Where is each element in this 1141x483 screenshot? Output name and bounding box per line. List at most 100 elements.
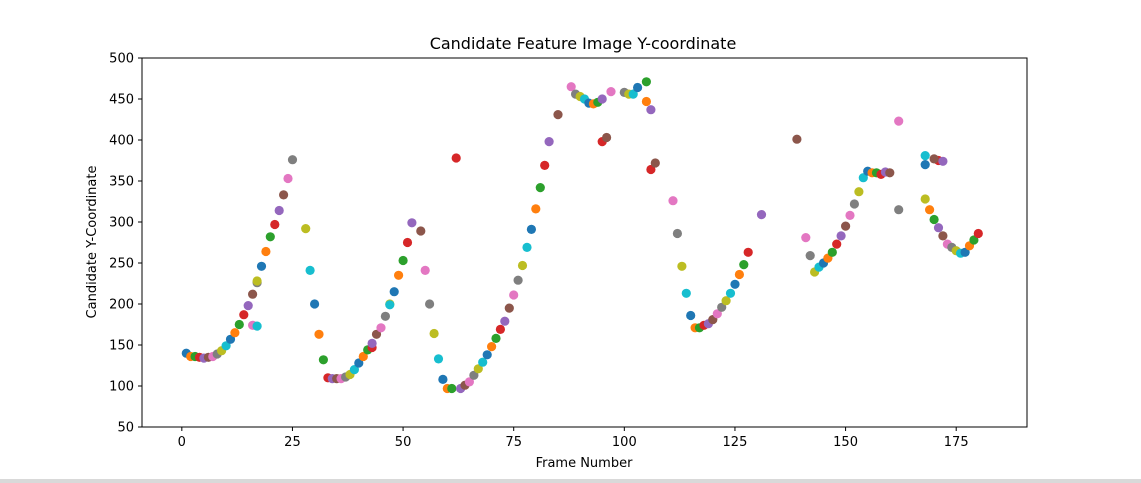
data-point xyxy=(792,134,802,144)
data-point xyxy=(261,246,271,257)
data-point xyxy=(491,333,501,343)
y-tick-label: 450 xyxy=(109,93,134,108)
data-point xyxy=(681,288,691,298)
data-point xyxy=(633,82,643,93)
data-point xyxy=(540,160,550,170)
data-point xyxy=(389,287,399,297)
y-tick-label: 500 xyxy=(109,52,134,67)
data-point xyxy=(478,357,488,367)
data-point xyxy=(225,334,236,344)
y-tick-label: 400 xyxy=(109,134,134,149)
data-point xyxy=(845,210,855,220)
data-point xyxy=(230,328,240,338)
data-point xyxy=(734,269,745,280)
data-point xyxy=(535,183,545,193)
data-point xyxy=(566,82,576,92)
y-tick-label: 100 xyxy=(109,380,134,395)
y-tick-label: 150 xyxy=(109,339,134,354)
data-point xyxy=(646,164,656,175)
data-point xyxy=(407,218,417,228)
data-point xyxy=(894,116,904,126)
data-point xyxy=(973,228,983,239)
data-point xyxy=(858,173,868,183)
data-point xyxy=(920,194,930,204)
data-point xyxy=(739,260,749,270)
data-point xyxy=(933,223,944,233)
data-point xyxy=(380,311,390,321)
data-point xyxy=(894,205,904,215)
data-point xyxy=(248,289,258,299)
x-tick-label: 75 xyxy=(505,435,522,450)
data-point xyxy=(398,255,408,266)
data-point xyxy=(553,110,563,120)
data-point xyxy=(854,187,864,197)
data-point xyxy=(969,235,979,245)
data-point xyxy=(513,275,523,285)
data-point xyxy=(287,155,298,165)
x-tick-label: 125 xyxy=(723,435,748,450)
data-point xyxy=(234,319,244,330)
y-tick-label: 300 xyxy=(109,216,134,231)
data-point xyxy=(938,231,948,241)
y-tick-label: 50 xyxy=(117,421,134,436)
data-point xyxy=(279,190,289,200)
data-point xyxy=(920,160,930,170)
data-point xyxy=(469,370,479,380)
x-tick-label: 25 xyxy=(284,435,301,450)
data-point xyxy=(531,204,541,214)
data-point xyxy=(517,260,528,271)
data-point xyxy=(256,261,267,271)
data-point xyxy=(849,199,860,209)
data-point xyxy=(925,205,935,215)
data-point xyxy=(487,342,497,352)
data-point xyxy=(885,168,895,178)
points-layer xyxy=(181,77,983,394)
plot-frame xyxy=(141,57,1028,428)
data-point xyxy=(265,232,275,242)
data-point xyxy=(929,154,939,164)
data-point xyxy=(929,214,939,225)
data-point xyxy=(668,196,678,206)
data-point xyxy=(677,261,687,271)
data-point xyxy=(358,351,368,362)
data-point xyxy=(801,233,811,243)
bottom-scrollbar xyxy=(0,479,1141,483)
data-point xyxy=(686,310,696,321)
data-point xyxy=(526,224,537,234)
data-point xyxy=(464,377,474,387)
data-point xyxy=(221,341,231,351)
data-point xyxy=(239,310,249,320)
data-point xyxy=(721,296,731,306)
data-point xyxy=(495,324,505,334)
data-point xyxy=(712,309,722,319)
y-tick-label: 350 xyxy=(109,175,134,190)
data-point xyxy=(433,354,444,364)
data-point xyxy=(420,265,430,275)
data-point xyxy=(641,77,652,87)
data-point xyxy=(938,156,948,166)
data-point xyxy=(310,299,320,309)
data-point xyxy=(301,224,311,234)
data-point xyxy=(544,137,554,147)
data-point xyxy=(367,338,377,348)
data-point xyxy=(376,323,386,333)
data-point xyxy=(371,329,382,339)
data-point xyxy=(438,374,448,384)
data-point xyxy=(473,364,483,374)
x-axis-label: Frame Number xyxy=(536,456,634,471)
data-point xyxy=(354,358,364,368)
data-point xyxy=(451,153,461,163)
y-tick-label: 200 xyxy=(109,298,134,313)
data-point xyxy=(252,321,262,331)
data-point xyxy=(252,276,262,286)
y-tick-label: 250 xyxy=(109,257,134,272)
data-point xyxy=(628,89,638,99)
data-point xyxy=(650,158,660,168)
data-point xyxy=(509,290,519,300)
data-point xyxy=(836,231,846,241)
data-point xyxy=(402,237,413,248)
data-point xyxy=(385,300,395,310)
data-point xyxy=(841,221,851,231)
data-point xyxy=(606,87,616,97)
